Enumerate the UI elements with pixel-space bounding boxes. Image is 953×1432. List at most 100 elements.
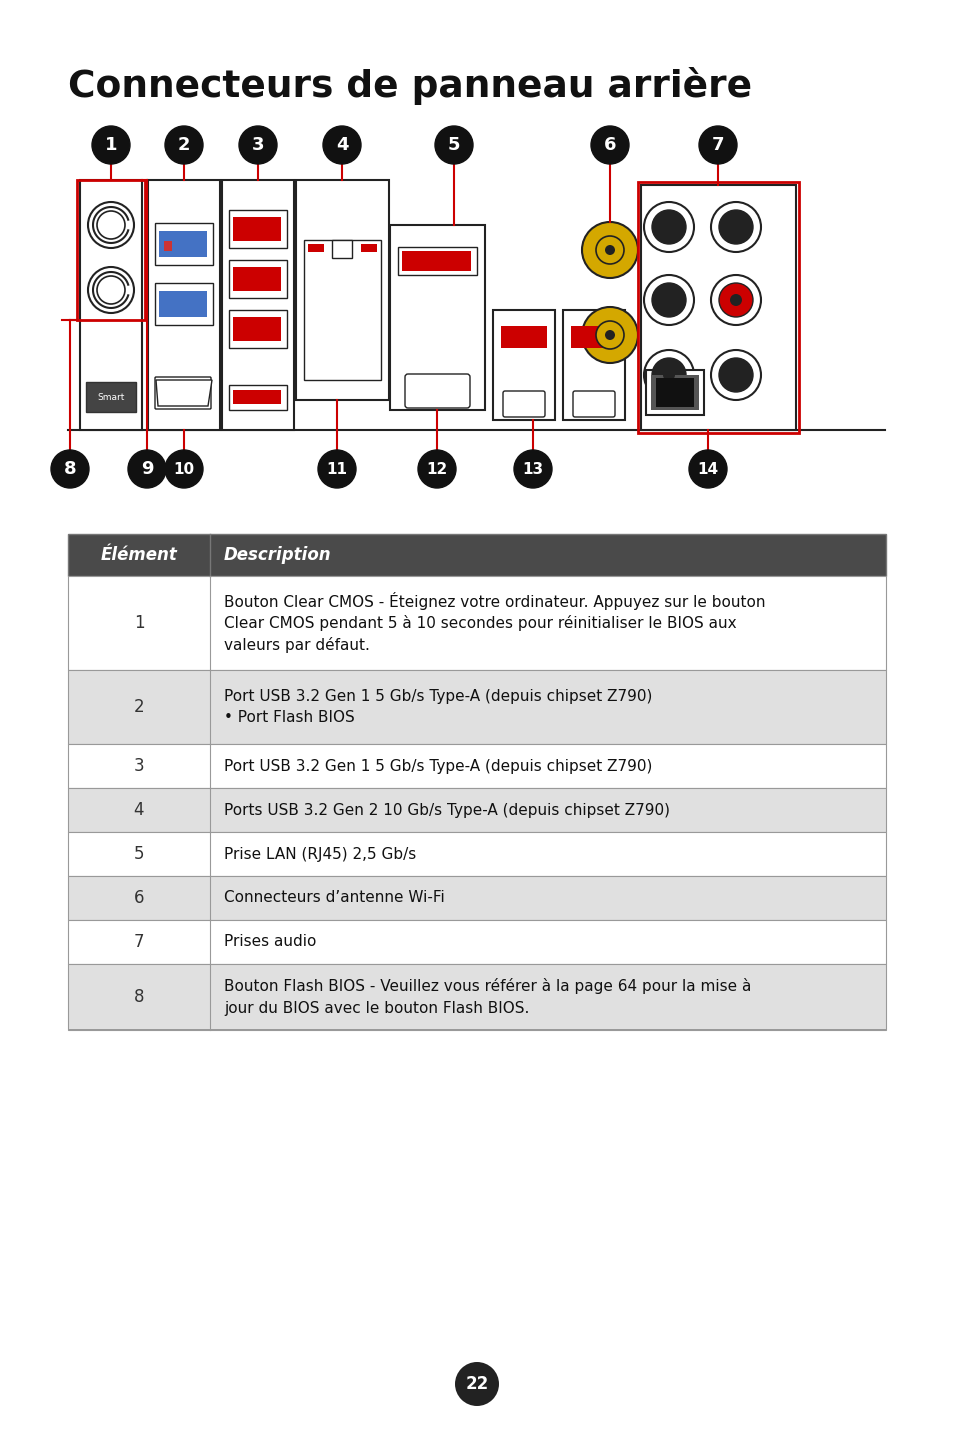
Bar xyxy=(86,382,136,412)
Circle shape xyxy=(323,126,360,165)
Circle shape xyxy=(455,1362,498,1406)
Circle shape xyxy=(643,349,693,400)
Circle shape xyxy=(239,126,276,165)
Text: Port USB 3.2 Gen 1 5 Gb/s Type-A (depuis chipset Z790): Port USB 3.2 Gen 1 5 Gb/s Type-A (depuis… xyxy=(224,689,652,703)
Text: 7: 7 xyxy=(711,136,723,155)
Bar xyxy=(159,291,207,316)
Bar xyxy=(222,180,294,430)
Text: 5: 5 xyxy=(133,845,144,863)
Circle shape xyxy=(604,245,615,255)
Text: valeurs par défaut.: valeurs par défaut. xyxy=(224,637,370,653)
Bar xyxy=(229,309,287,348)
Circle shape xyxy=(596,236,623,263)
Circle shape xyxy=(581,306,638,362)
Circle shape xyxy=(91,126,130,165)
Text: 4: 4 xyxy=(133,800,144,819)
Bar xyxy=(68,919,885,964)
Bar xyxy=(68,745,885,788)
Circle shape xyxy=(514,450,552,488)
FancyBboxPatch shape xyxy=(154,377,211,410)
Bar xyxy=(401,251,471,271)
Bar xyxy=(645,369,703,415)
Text: Ports USB 3.2 Gen 2 10 Gb/s Type-A (depuis chipset Z790): Ports USB 3.2 Gen 2 10 Gb/s Type-A (depu… xyxy=(224,802,669,818)
Text: 2: 2 xyxy=(177,136,190,155)
Text: 10: 10 xyxy=(173,461,194,477)
Text: 7: 7 xyxy=(133,934,144,951)
Text: 5: 5 xyxy=(447,136,459,155)
Circle shape xyxy=(688,450,726,488)
Text: Prise LAN (RJ45) 2,5 Gb/s: Prise LAN (RJ45) 2,5 Gb/s xyxy=(224,846,416,862)
Bar xyxy=(571,326,617,348)
FancyBboxPatch shape xyxy=(405,374,470,408)
Polygon shape xyxy=(156,379,212,407)
Circle shape xyxy=(651,284,685,316)
Bar xyxy=(233,316,281,341)
Bar xyxy=(640,185,795,430)
Bar xyxy=(148,180,220,430)
Circle shape xyxy=(651,358,685,392)
Text: Description: Description xyxy=(224,546,332,564)
Bar xyxy=(154,284,213,325)
Text: 6: 6 xyxy=(133,889,144,906)
Circle shape xyxy=(165,126,203,165)
Bar xyxy=(164,241,172,251)
Circle shape xyxy=(710,275,760,325)
Circle shape xyxy=(729,294,741,306)
Circle shape xyxy=(417,450,456,488)
Bar xyxy=(304,241,380,379)
Text: 1: 1 xyxy=(133,614,144,632)
Bar xyxy=(500,326,546,348)
Bar xyxy=(68,832,885,876)
Bar xyxy=(638,182,799,432)
Bar xyxy=(397,246,476,275)
Circle shape xyxy=(719,211,752,243)
Bar xyxy=(80,180,142,430)
Text: 4: 4 xyxy=(335,136,348,155)
Text: Port USB 3.2 Gen 1 5 Gb/s Type-A (depuis chipset Z790): Port USB 3.2 Gen 1 5 Gb/s Type-A (depuis… xyxy=(224,759,652,773)
Text: Élément: Élément xyxy=(100,546,177,564)
Bar xyxy=(295,180,389,400)
Text: Connecteurs d’antenne Wi-Fi: Connecteurs d’antenne Wi-Fi xyxy=(224,891,444,905)
Text: 3: 3 xyxy=(252,136,264,155)
Text: Clear CMOS pendant 5 à 10 secondes pour réinitialiser le BIOS aux: Clear CMOS pendant 5 à 10 secondes pour … xyxy=(224,614,736,632)
Circle shape xyxy=(581,222,638,278)
Bar xyxy=(233,390,281,404)
Text: 2: 2 xyxy=(133,697,144,716)
Bar xyxy=(229,211,287,248)
Bar xyxy=(68,534,885,576)
FancyBboxPatch shape xyxy=(502,391,544,417)
Bar xyxy=(233,266,281,291)
Circle shape xyxy=(662,294,675,306)
Text: 1: 1 xyxy=(105,136,117,155)
Bar xyxy=(68,576,885,670)
Text: 13: 13 xyxy=(522,461,543,477)
Bar xyxy=(68,670,885,745)
Circle shape xyxy=(719,284,752,316)
Circle shape xyxy=(88,266,133,314)
Circle shape xyxy=(719,358,752,392)
Text: 9: 9 xyxy=(141,460,153,478)
Circle shape xyxy=(97,211,125,239)
Text: Connecteurs de panneau arrière: Connecteurs de panneau arrière xyxy=(68,67,751,105)
Circle shape xyxy=(596,321,623,349)
Text: Bouton Flash BIOS - Veuillez vous référer à la page 64 pour la mise à: Bouton Flash BIOS - Veuillez vous référe… xyxy=(224,978,751,994)
Circle shape xyxy=(729,221,741,233)
Bar xyxy=(650,375,699,410)
Bar xyxy=(493,309,555,420)
FancyBboxPatch shape xyxy=(573,391,615,417)
Bar xyxy=(229,261,287,298)
Circle shape xyxy=(165,450,203,488)
Text: 3: 3 xyxy=(133,758,144,775)
Circle shape xyxy=(51,450,89,488)
Text: 8: 8 xyxy=(64,460,76,478)
Circle shape xyxy=(643,202,693,252)
Circle shape xyxy=(651,211,685,243)
Circle shape xyxy=(662,221,675,233)
Circle shape xyxy=(699,126,737,165)
Text: 14: 14 xyxy=(697,461,718,477)
Text: Prises audio: Prises audio xyxy=(224,935,316,949)
Bar xyxy=(154,223,213,265)
Bar xyxy=(562,309,624,420)
Bar xyxy=(233,218,281,241)
Circle shape xyxy=(128,450,166,488)
